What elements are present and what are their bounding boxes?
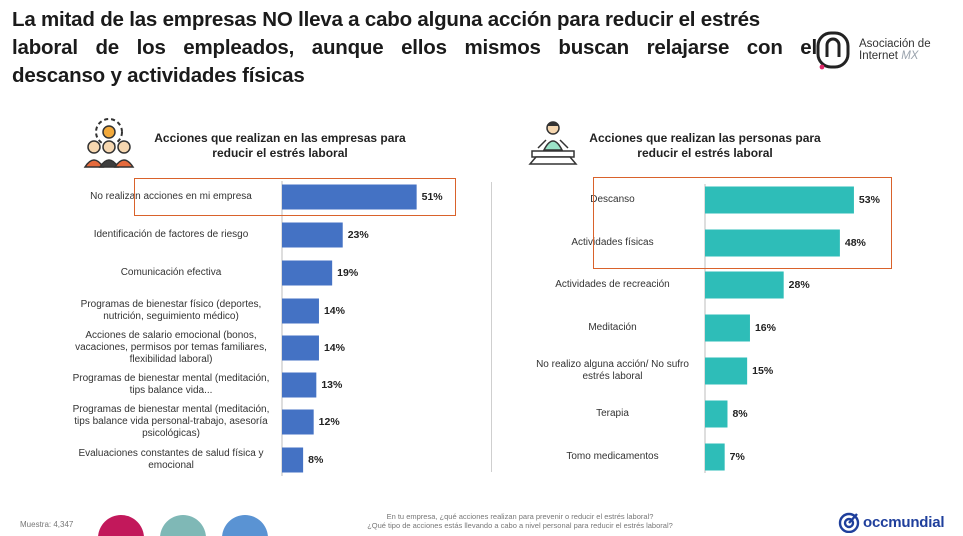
right-category-label: No realizo alguna acción/ No sufro estré… (536, 359, 689, 382)
left-bar (282, 260, 333, 286)
amx-logo-icon (816, 31, 850, 70)
left-value-label: 12% (318, 416, 340, 428)
right-value-label: 8% (732, 408, 748, 420)
left-panel-title: Acciones que realizan en las empresas pa… (154, 131, 406, 160)
right-value-label: 7% (729, 451, 745, 463)
right-highlight-box (593, 177, 892, 269)
survey-question-2: ¿Qué tipo de acciones estás llevando a c… (367, 521, 673, 530)
left-value-label: 13% (321, 379, 343, 391)
right-value-label: 15% (752, 365, 774, 377)
right-value-label: 53% (858, 194, 880, 206)
left-category-label: Programas de bienestar físico (deportes,… (80, 299, 262, 322)
occmundial-logo: occmundial (838, 510, 945, 534)
left-bar (282, 447, 304, 473)
left-category-label: Acciones de salario emocional (bonos, va… (75, 330, 267, 365)
left-category-label: Programas de bienestar mental (meditació… (72, 373, 270, 396)
left-category-label: Evaluaciones constantes de salud física … (78, 448, 264, 471)
person-meditating-at-desk-icon (528, 118, 578, 166)
amx-logo-line-2: Internet (859, 50, 898, 62)
left-value-label: 19% (337, 267, 359, 279)
left-value-label: 14% (323, 305, 345, 317)
left-bar (282, 184, 417, 210)
occ-target-icon (838, 512, 860, 533)
left-bar (282, 222, 343, 248)
left-category-label: No realizan acciones en mi empresa (90, 191, 252, 202)
survey-question-1: En tu empresa, ¿qué acciones realizan pa… (386, 512, 654, 521)
right-value-label: 16% (754, 322, 776, 334)
amx-logo-mx: MX (901, 50, 919, 62)
left-value-label: 23% (347, 229, 369, 241)
left-value-label: 51% (421, 191, 443, 203)
right-bar (705, 271, 784, 299)
decorative-circle-blue (222, 515, 268, 536)
right-category-label: Meditación (588, 322, 637, 333)
headline-line-2: laboral de los empleados, aunque ellos m… (12, 36, 817, 59)
right-value-label: 48% (844, 237, 866, 249)
headline: La mitad de las empresas NO lleva a cabo… (12, 6, 817, 90)
right-bar (705, 443, 725, 471)
decorative-circle-teal (160, 515, 206, 536)
right-bar (705, 186, 854, 214)
left-bar (282, 298, 319, 324)
left-value-label: 8% (308, 454, 324, 466)
left-value-label: 14% (323, 342, 345, 354)
right-category-label: Actividades físicas (571, 237, 654, 248)
left-category-label: Identificación de factores de riesgo (93, 229, 249, 240)
decorative-circle-magenta (98, 515, 144, 536)
headline-line-3: descanso y actividades físicas (12, 64, 305, 87)
headline-line-1: La mitad de las empresas NO lleva a cabo… (12, 8, 760, 31)
panel-divider (491, 182, 492, 472)
right-category-label: Actividades de recreación (555, 279, 670, 290)
right-bar (705, 229, 840, 257)
right-value-label: 28% (788, 279, 810, 291)
asociacion-internet-mx-logo: Asociación de Internet MX (815, 30, 945, 72)
left-bar (282, 372, 317, 398)
survey-questions: En tu empresa, ¿qué acciones realizan pa… (330, 512, 710, 530)
right-bar (705, 357, 748, 385)
right-category-label: Terapia (596, 408, 629, 419)
right-bar (705, 314, 750, 342)
left-highlight-box (134, 178, 456, 216)
right-category-label: Descanso (590, 194, 635, 205)
occmundial-wordmark: occmundial (863, 513, 945, 531)
amx-logo-line-1: Asociación de (859, 38, 931, 50)
team-at-work-icon (82, 116, 136, 168)
sample-size: Muestra: 4,347 (20, 520, 74, 529)
left-bar (282, 409, 314, 435)
left-bar (282, 335, 319, 361)
right-panel-title: Acciones que realizan las personas para … (589, 131, 821, 160)
left-category-label: Comunicación efectiva (120, 267, 222, 278)
left-category-label: Programas de bienestar mental (meditació… (72, 404, 270, 439)
right-bar (705, 400, 728, 428)
right-category-label: Tomo medicamentos (566, 451, 659, 462)
